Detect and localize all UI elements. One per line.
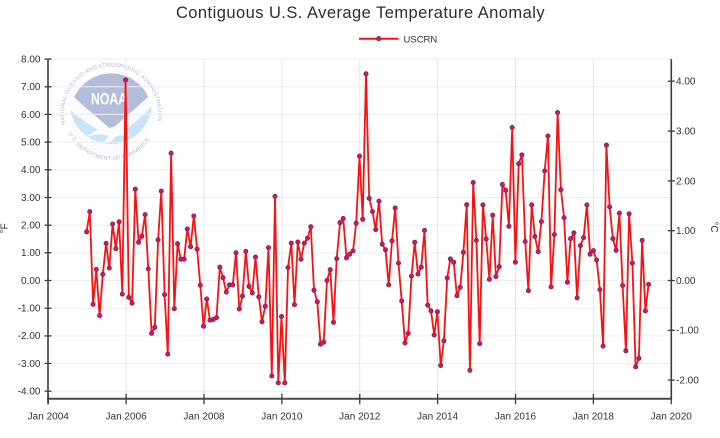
svg-text:1.00: 1.00 xyxy=(21,248,41,259)
svg-text:Jan 2006: Jan 2006 xyxy=(106,412,148,423)
svg-text:Jan 2004: Jan 2004 xyxy=(28,412,70,423)
svg-text:-3.00: -3.00 xyxy=(18,359,41,370)
svg-text:0.00: 0.00 xyxy=(676,276,696,287)
svg-text:-1.00: -1.00 xyxy=(676,326,699,337)
svg-text:°F: °F xyxy=(0,223,11,233)
svg-text:Jan 2020: Jan 2020 xyxy=(651,412,693,423)
svg-text:1.00: 1.00 xyxy=(676,226,696,237)
svg-text:-2.00: -2.00 xyxy=(676,376,699,387)
svg-text:-4.00: -4.00 xyxy=(18,387,41,398)
svg-text:Jan 2008: Jan 2008 xyxy=(183,412,225,423)
svg-text:NOAA: NOAA xyxy=(91,91,127,109)
svg-text:Jan 2018: Jan 2018 xyxy=(573,412,615,423)
svg-text:4.00: 4.00 xyxy=(676,77,696,88)
svg-text:Jan 2012: Jan 2012 xyxy=(339,412,381,423)
svg-text:5.00: 5.00 xyxy=(21,138,41,149)
svg-text:3.00: 3.00 xyxy=(21,193,41,204)
svg-text:Jan 2010: Jan 2010 xyxy=(261,412,303,423)
svg-text:7.00: 7.00 xyxy=(21,82,41,93)
svg-text:0.00: 0.00 xyxy=(21,276,41,287)
svg-text:Contiguous U.S. Average Temper: Contiguous U.S. Average Temperature Anom… xyxy=(176,4,545,22)
svg-text:USCRN: USCRN xyxy=(404,34,438,45)
svg-text:2.00: 2.00 xyxy=(21,221,41,232)
svg-text:3.00: 3.00 xyxy=(676,127,696,138)
svg-text:Jan 2016: Jan 2016 xyxy=(495,412,537,423)
svg-text:2.00: 2.00 xyxy=(676,176,696,187)
svg-text:8.00: 8.00 xyxy=(21,55,41,66)
svg-text:4.00: 4.00 xyxy=(21,165,41,176)
svg-text:6.00: 6.00 xyxy=(21,110,41,121)
svg-text:-1.00: -1.00 xyxy=(18,304,41,315)
svg-text:-2.00: -2.00 xyxy=(18,331,41,342)
svg-text:°C: °C xyxy=(708,221,719,232)
svg-text:Jan 2014: Jan 2014 xyxy=(417,412,459,423)
